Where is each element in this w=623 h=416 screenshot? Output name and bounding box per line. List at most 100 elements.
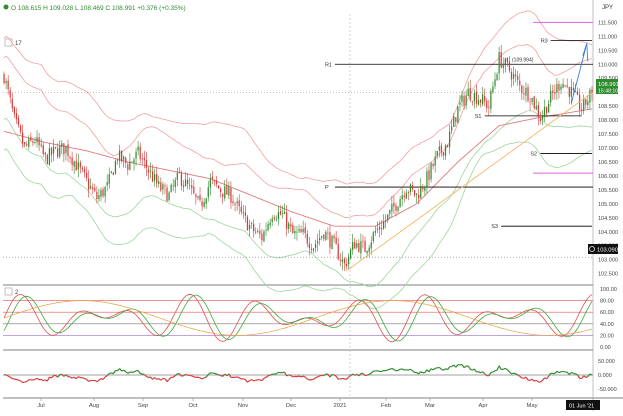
momentum-segment [386, 370, 388, 371]
momentum-segment [70, 377, 72, 378]
candle-body [565, 85, 566, 86]
momentum-segment [578, 375, 580, 378]
pivot-label-s1: S1 [475, 114, 482, 120]
candle-body [104, 187, 105, 196]
time-tick-label: Mar [425, 403, 435, 409]
candle-body [28, 138, 29, 147]
candle-body [399, 199, 400, 207]
momentum-segment [377, 371, 379, 372]
stoch-tick-label: 20.00 [600, 333, 614, 339]
candle-body [206, 198, 207, 203]
momentum-segment [262, 378, 264, 380]
candle-body [492, 87, 493, 93]
momentum-segment [78, 377, 80, 378]
candle-body [381, 228, 382, 229]
candle-body [10, 90, 11, 97]
candle-body [45, 153, 46, 155]
candle-body [61, 143, 62, 147]
momentum-segment [95, 380, 97, 381]
time-tick-label: Jul [37, 403, 44, 409]
candle-body [406, 193, 407, 199]
candle-body [298, 229, 299, 231]
candle-body [455, 117, 456, 122]
candle-body [69, 157, 70, 158]
momentum-segment [161, 379, 163, 381]
momentum-segment [301, 376, 303, 377]
last-price-value: 108.991 [598, 82, 619, 88]
momentum-segment [109, 373, 111, 374]
price-tick-label: 108.500 [598, 104, 618, 110]
candle-body [80, 162, 81, 167]
candle-body [410, 185, 411, 192]
momentum-segment [146, 376, 148, 377]
candle-body [67, 144, 68, 156]
candle-body [414, 190, 415, 195]
candle-body [433, 164, 434, 166]
momentum-segment [35, 378, 37, 379]
candle-body [253, 224, 254, 232]
momentum-segment [291, 375, 293, 376]
candle-body [34, 142, 35, 143]
candle-body [133, 159, 134, 163]
momentum-segment [320, 375, 322, 376]
candle-body [288, 223, 289, 228]
momentum-segment [159, 379, 161, 381]
candle-body [377, 229, 378, 230]
candle-body [490, 91, 491, 109]
momentum-segment [217, 374, 219, 375]
candle-body [26, 144, 27, 145]
candle-body [321, 236, 322, 237]
momentum-segment [235, 377, 237, 378]
candle-body [237, 202, 238, 204]
momentum-segment [481, 372, 483, 373]
candle-body [171, 185, 172, 192]
candle-body [261, 234, 262, 241]
candle-body [286, 212, 287, 229]
momentum-segment [247, 380, 249, 382]
candle-body [197, 196, 198, 198]
price-tick-label: 108.000 [598, 118, 618, 124]
candle-body [201, 201, 202, 206]
candle-body [371, 242, 372, 248]
pivot-label-r3: R3 [541, 39, 548, 45]
momentum-segment [186, 374, 188, 375]
momentum-segment [417, 373, 419, 374]
candle-body [290, 224, 291, 226]
candle-body [175, 180, 176, 187]
candle-body [41, 145, 42, 146]
candle-body [158, 181, 159, 184]
momentum-segment [190, 375, 192, 376]
momentum-segment [311, 379, 313, 380]
candle-body [331, 236, 332, 249]
candle-body [437, 151, 438, 156]
momentum-segment [435, 368, 437, 369]
candle-body [152, 171, 153, 181]
candle-body [38, 137, 39, 145]
candle-body [115, 161, 116, 174]
momentum-segment [505, 368, 507, 369]
candle-body [573, 88, 574, 90]
candle-body [449, 132, 450, 147]
candle-body [346, 264, 347, 266]
candle-body [222, 194, 223, 197]
candle-body [591, 90, 592, 93]
time-tick-label: Nov [238, 403, 248, 409]
momentum-segment [157, 379, 159, 380]
candle-body [585, 99, 586, 105]
momentum-segment [37, 378, 39, 380]
candle-body [558, 84, 559, 91]
momentum-tick-label: 0.000 [598, 373, 612, 379]
momentum-segment [419, 372, 421, 374]
candle-body [276, 219, 277, 220]
candle-body [501, 52, 502, 68]
price-tick-label: 107.500 [598, 132, 618, 138]
momentum-segment [256, 380, 258, 381]
momentum-segment [433, 368, 435, 370]
momentum-segment [266, 376, 268, 378]
momentum-segment [549, 373, 551, 376]
momentum-segment [503, 368, 505, 369]
price-tick-label: 106.000 [598, 174, 618, 180]
candle-body [125, 158, 126, 163]
candle-body [391, 204, 392, 212]
candle-body [94, 188, 95, 191]
